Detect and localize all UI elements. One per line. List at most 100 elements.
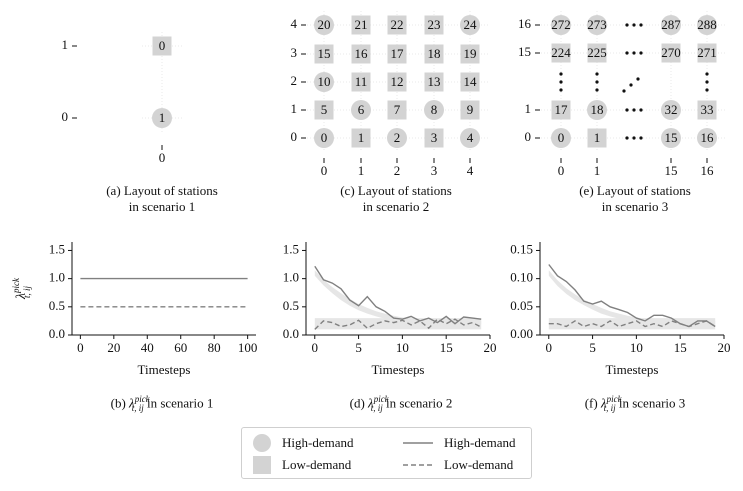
- station-low-demand-marker: [351, 72, 371, 92]
- station-label: 6: [358, 102, 365, 117]
- station-high-demand-marker: [697, 128, 717, 148]
- station-high-demand-marker: [387, 128, 407, 148]
- caption-a: (a) Layout of stations in scenario 1: [72, 183, 252, 215]
- x-tick-label: 15: [674, 340, 687, 355]
- x-tick-label: 0: [159, 150, 166, 165]
- station-label: 18: [591, 102, 604, 117]
- caption-f-prefix: (f): [584, 395, 601, 411]
- station-label: 272: [551, 17, 571, 32]
- ellipsis-dot: [559, 72, 563, 76]
- y-tick-label: 0.5: [283, 298, 299, 313]
- station-low-demand-marker: [661, 43, 681, 63]
- station-low-demand-marker: [551, 100, 571, 120]
- ellipsis-dot: [639, 51, 643, 55]
- station-high-demand-marker: [661, 128, 681, 148]
- station-label: 11: [355, 74, 368, 89]
- caption-d: (d) λpickt, ij in scenario 2: [306, 391, 496, 416]
- y-tick-label: 3: [291, 45, 298, 60]
- legend-label-low-marker: Low-demand: [282, 457, 352, 472]
- line-panel-f: 0 5 10 15 20 0.00 0.05 0.10 0.15 Timesteps: [510, 241, 730, 377]
- station-low-demand-marker: [460, 44, 480, 64]
- ellipsis-dot: [625, 51, 629, 55]
- x-tick-label: 16: [701, 163, 715, 178]
- station-label: 19: [464, 46, 477, 61]
- ellipsis-dot: [705, 88, 709, 92]
- y-axis-label-symbol: λ: [14, 293, 29, 300]
- legend-item-high-marker: High-demand: [252, 433, 353, 453]
- x-tick-label: 0: [321, 163, 328, 178]
- caption-b-sub: t, ij: [131, 402, 144, 413]
- station-label: 17: [555, 102, 569, 117]
- y-axis-label-sub: t, ij: [22, 285, 32, 298]
- y-tick-label: 4: [291, 16, 298, 31]
- x-tick-label: 5: [355, 340, 362, 355]
- station-label: 15: [665, 130, 678, 145]
- caption-b-prefix: (b): [110, 395, 130, 411]
- x-tick-label: 1: [594, 163, 601, 178]
- caption-f: (f) λpickt, ij in scenario 3: [540, 391, 730, 416]
- ellipsis-dot: [705, 80, 709, 84]
- station-label: 225: [587, 45, 607, 60]
- ellipsis-dot: [595, 72, 599, 76]
- legend-label-high-marker: High-demand: [282, 435, 354, 450]
- y-tick-label: 0.0: [49, 326, 65, 341]
- y-tick-label: 0.10: [510, 270, 533, 285]
- x-tick-label: 0: [312, 340, 319, 355]
- station-label: 16: [701, 130, 715, 145]
- ellipsis-dot: [559, 88, 563, 92]
- x-tick-label: 4: [467, 163, 474, 178]
- station-high-demand-marker: [314, 15, 334, 35]
- caption-d-suffix: in scenario 2: [382, 395, 453, 411]
- caption-c-line2: in scenario 2: [362, 199, 430, 214]
- station-label: 0: [321, 130, 328, 145]
- caption-b-symbol: λ: [129, 395, 135, 411]
- x-axis-label: Timesteps: [606, 362, 659, 377]
- ellipsis-dot: [625, 108, 629, 112]
- station-label: 17: [391, 46, 405, 61]
- station-low-demand-marker: [387, 15, 407, 35]
- station-label: 23: [428, 17, 441, 32]
- station-label: 5: [321, 102, 328, 117]
- ellipsis-dot: [639, 108, 643, 112]
- ellipsis-dot: [636, 77, 640, 81]
- station-low-demand-marker: [424, 44, 444, 64]
- station-high-demand-marker: [152, 108, 172, 128]
- caption-b-suffix: in scenario 1: [143, 395, 214, 411]
- solid-line-icon: [403, 442, 433, 444]
- station-label: 33: [701, 102, 714, 117]
- x-tick-label: 20: [484, 340, 497, 355]
- ellipsis-dot: [632, 108, 636, 112]
- station-label: 287: [661, 17, 681, 32]
- station-high-demand-marker: [551, 15, 571, 35]
- x-tick-label: 0: [558, 163, 565, 178]
- x-tick-label: 0: [546, 340, 553, 355]
- station-label: 22: [391, 17, 404, 32]
- station-high-demand-marker: [424, 100, 444, 120]
- station-label: 14: [464, 74, 478, 89]
- ellipsis-dot: [639, 23, 643, 27]
- ellipsis-dot: [639, 136, 643, 140]
- station-low-demand-marker: [424, 128, 444, 148]
- y-tick-label: 0.5: [49, 298, 65, 313]
- confidence-band-dashed: [548, 318, 716, 330]
- station-label: 2: [394, 130, 401, 145]
- x-tick-label: 10: [396, 340, 409, 355]
- y-tick-label: 0: [525, 129, 532, 144]
- station-high-demand-marker: [314, 72, 334, 92]
- caption-a-line2: in scenario 1: [128, 199, 196, 214]
- dashed-line-icon: [403, 464, 433, 466]
- caption-d-super: pick: [373, 394, 389, 404]
- station-label: 24: [464, 17, 478, 32]
- station-high-demand-marker: [460, 15, 480, 35]
- caption-f-super: pick: [606, 394, 622, 404]
- station-label: 270: [661, 45, 681, 60]
- legend-item-low-marker: Low-demand: [252, 455, 351, 475]
- caption-b-super: pick: [134, 394, 150, 404]
- caption-c: (c) Layout of stations in scenario 2: [306, 183, 486, 215]
- series-line-low-demand: [548, 320, 716, 328]
- series-line-high-demand: [314, 265, 482, 325]
- caption-d-sub: t, ij: [370, 402, 383, 413]
- y-tick-label: 0.15: [510, 241, 533, 256]
- y-tick-label: 0: [291, 129, 298, 144]
- station-label: 273: [587, 17, 607, 32]
